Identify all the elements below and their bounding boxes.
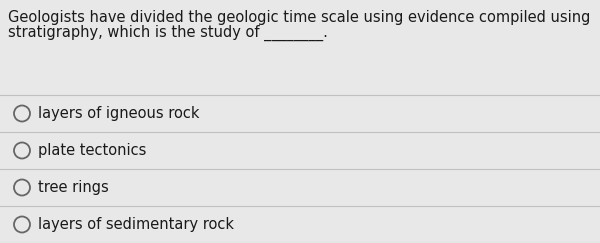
Text: layers of igneous rock: layers of igneous rock: [38, 106, 199, 121]
Text: plate tectonics: plate tectonics: [38, 143, 146, 158]
Text: stratigraphy, which is the study of ________.: stratigraphy, which is the study of ____…: [8, 25, 328, 41]
Text: layers of sedimentary rock: layers of sedimentary rock: [38, 217, 234, 232]
Text: Geologists have divided the geologic time scale using evidence compiled using: Geologists have divided the geologic tim…: [8, 10, 590, 25]
Text: tree rings: tree rings: [38, 180, 109, 195]
